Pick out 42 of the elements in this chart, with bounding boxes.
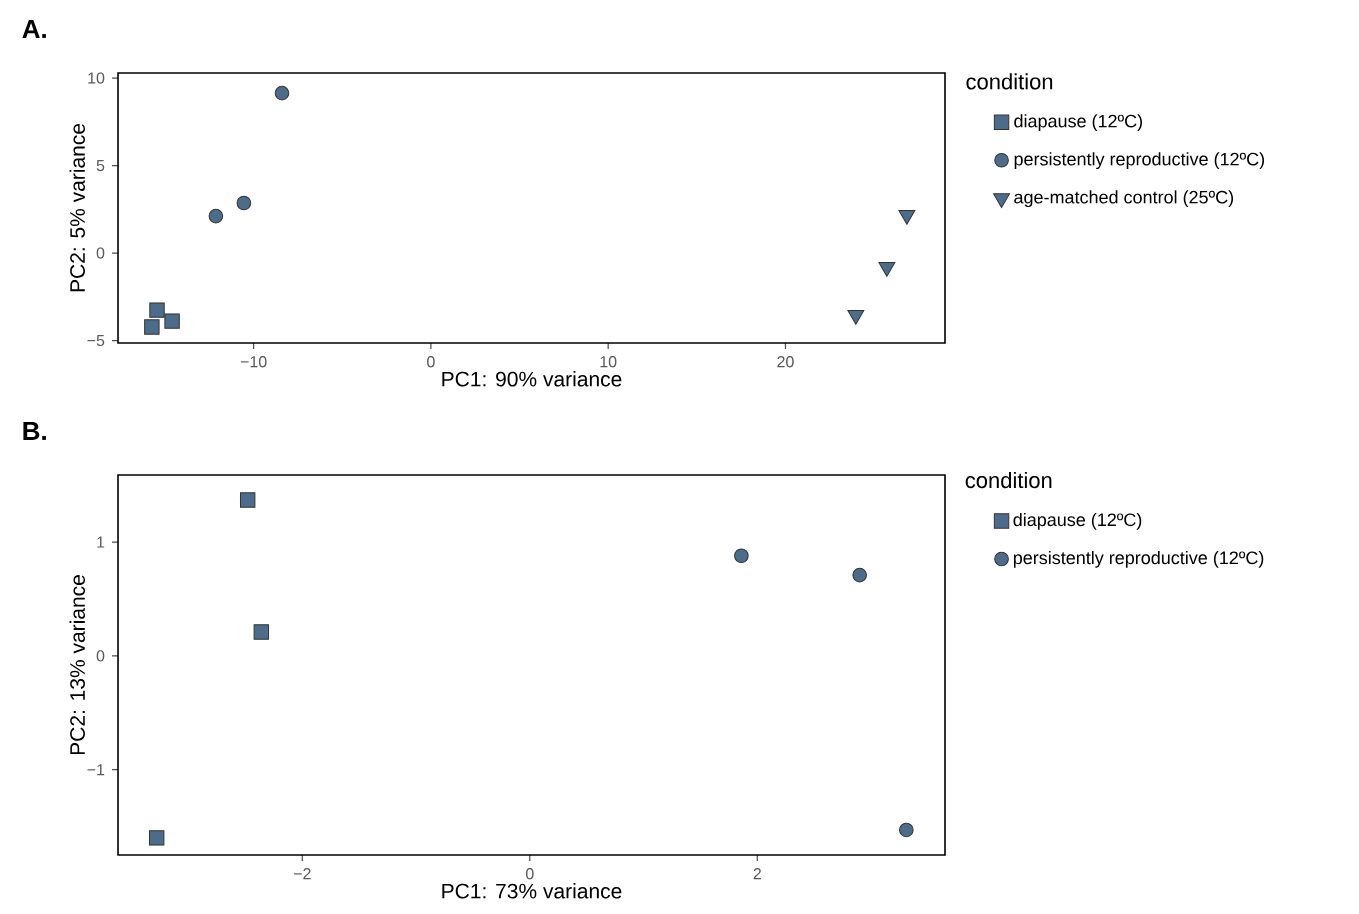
point xyxy=(847,309,865,325)
legend-label: persistently reproductive (12ºC) xyxy=(1014,152,1265,170)
x-tick-label: −2 xyxy=(293,868,311,880)
point xyxy=(144,319,160,335)
chart-title: A. xyxy=(22,20,46,38)
x-tick-label: 10 xyxy=(600,356,617,368)
point xyxy=(878,261,896,277)
point xyxy=(149,302,165,318)
x-axis-title: PC1: 73% variance xyxy=(442,883,622,899)
legend-title: condition xyxy=(965,471,1052,489)
y-tick-label: 1 xyxy=(97,536,105,548)
point xyxy=(898,209,916,225)
point xyxy=(274,85,290,101)
point xyxy=(852,567,867,583)
point xyxy=(148,830,165,846)
x-tick-label: 0 xyxy=(427,356,435,368)
y-tick-label: 0 xyxy=(96,247,105,259)
point xyxy=(899,822,914,838)
legend-label: persistently reproductive (12ºC) xyxy=(1013,550,1264,568)
y-tick-label: 5 xyxy=(96,159,105,172)
legend-label: age-matched control (25ºC) xyxy=(1014,190,1234,208)
point xyxy=(164,313,180,329)
point xyxy=(239,492,256,508)
x-tick-label: 20 xyxy=(777,356,794,368)
legend-label: diapause (12ºC) xyxy=(1014,114,1143,131)
x-axis-title: PC1: 90% variance xyxy=(442,371,622,387)
y-tick-label: 0 xyxy=(96,650,105,662)
point xyxy=(208,208,224,224)
point xyxy=(253,624,270,640)
legend-title: condition xyxy=(966,73,1053,90)
y-tick-label: −1 xyxy=(87,764,105,776)
y-axis-title: PC2: 5% variance xyxy=(69,123,85,292)
point xyxy=(236,195,252,211)
chart-title: B. xyxy=(23,422,46,440)
legend-label: diapause (12ºC) xyxy=(1013,512,1142,530)
y-tick-label: 10 xyxy=(88,72,105,84)
x-tick-label: 0 xyxy=(525,868,534,880)
y-axis-title: PC2: 13% variance xyxy=(69,575,85,755)
point xyxy=(734,548,749,564)
y-tick-label: −5 xyxy=(87,334,105,347)
x-tick-label: −10 xyxy=(240,356,267,368)
x-tick-label: 2 xyxy=(753,868,761,880)
